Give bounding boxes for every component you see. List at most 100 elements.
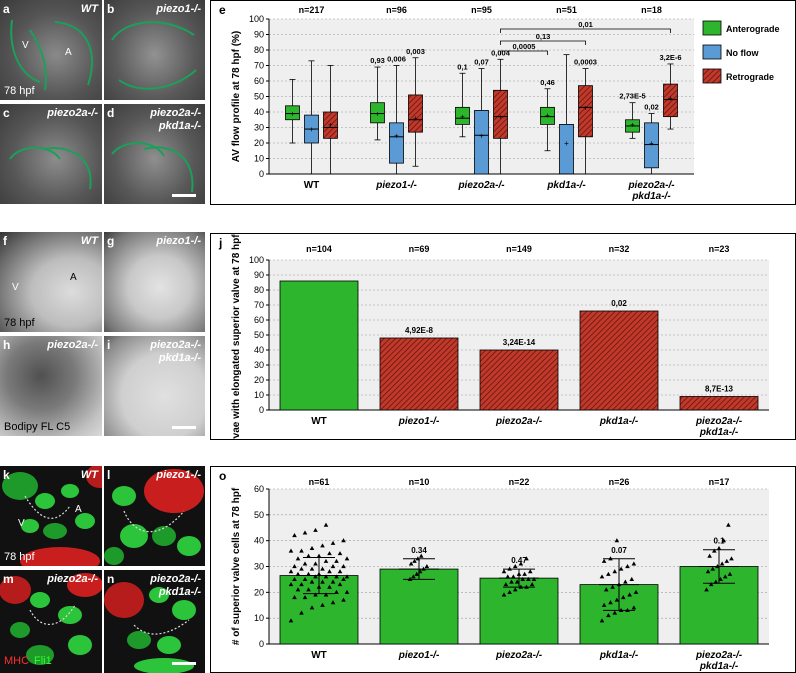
data-point — [295, 556, 301, 561]
x-tick-label: pkd1a-/- — [631, 191, 671, 202]
p-value: 0,02 — [644, 103, 659, 112]
panel-letter: o — [219, 469, 226, 483]
data-point — [529, 582, 535, 587]
micrograph-b: b piezo1-/- — [104, 0, 205, 100]
data-point — [330, 540, 336, 545]
data-point — [323, 558, 329, 563]
y-tick-label: 30 — [254, 562, 264, 572]
box-mean-marker: + — [309, 125, 314, 134]
data-point — [292, 564, 297, 569]
micrograph-g: g piezo1-/- — [104, 232, 205, 332]
data-point — [334, 574, 339, 579]
significance-bracket — [500, 28, 671, 33]
box-mean-marker: + — [668, 94, 673, 103]
data-point — [716, 545, 722, 551]
box — [285, 105, 300, 121]
x-tick-label: WT — [311, 650, 327, 661]
n-label: n=26 — [609, 477, 630, 487]
data-point — [309, 605, 315, 610]
n-label: n=104 — [306, 244, 332, 254]
micrograph-h: h piezo2a-/- Bodipy FL C5 — [0, 336, 102, 436]
panel-letter: e — [219, 3, 226, 17]
y-tick-label: 30 — [254, 360, 264, 370]
chart-e: 0 10 20 30 40 50 60 70 80 90 100 AV flow profile at… — [210, 0, 796, 205]
panel-letter: f — [3, 234, 7, 248]
data-point — [527, 569, 533, 574]
hpf-label: 78 hpf — [4, 551, 35, 563]
y-tick-label: 50 — [254, 92, 264, 102]
boxplot-svg: 0 10 20 30 40 50 60 70 80 90 100 AV flow profile at… — [219, 3, 780, 202]
panel-letter: l — [107, 468, 111, 482]
data-point — [313, 574, 318, 579]
data-point — [518, 561, 524, 566]
data-point — [334, 589, 339, 594]
x-tick-label: piezo1-/- — [375, 180, 417, 191]
scatter-bar-chart-svg: 0 10 20 30 40 50 60 # of superior valve cells a… — [219, 469, 769, 672]
data-point — [710, 566, 716, 571]
data-point — [418, 553, 424, 558]
y-tick-label: 100 — [249, 255, 264, 265]
genotype-label-2: pkd1a-/- — [158, 120, 201, 132]
panel-letter: b — [107, 2, 115, 16]
panel-letter: j — [218, 236, 222, 250]
data-point — [309, 545, 315, 551]
genotype-label: piezo2a-/- — [47, 339, 98, 351]
panel-letter: m — [3, 572, 14, 586]
panel-letter: n — [107, 572, 115, 586]
micrograph-f: f WT V A 78 hpf — [0, 232, 102, 332]
p-value: 0,006 — [387, 55, 406, 64]
data-point — [610, 584, 615, 589]
data-point — [606, 613, 611, 618]
data-point — [313, 592, 318, 597]
box — [474, 110, 489, 175]
genotype-label: WT — [80, 235, 98, 247]
box — [559, 124, 574, 175]
genotype-label: piezo2a-/- — [47, 573, 98, 585]
panel-letter: c — [3, 106, 10, 120]
micrograph-n: n piezo2a-/- pkd1a-/- — [104, 570, 205, 673]
ventricle-label: V — [22, 40, 29, 51]
significance-bracket — [500, 50, 548, 55]
data-point — [608, 600, 613, 605]
data-point — [633, 589, 639, 594]
p-value: 0.07 — [611, 546, 627, 555]
micrograph-i: i piezo2a-/- pkd1a-/- — [104, 336, 205, 436]
data-point — [299, 566, 304, 571]
x-tick-label: piezo1-/- — [398, 650, 440, 661]
box-mean-marker: + — [479, 131, 484, 140]
data-point — [505, 574, 511, 579]
data-point — [341, 597, 346, 602]
x-tick-label: piezo2a-/- — [495, 650, 543, 661]
data-point — [719, 561, 725, 566]
x-tick-label: piezo2a-/- — [695, 650, 743, 661]
data-point — [292, 533, 297, 538]
data-point — [330, 600, 336, 605]
data-point — [501, 592, 507, 597]
genotype-label: WT — [80, 469, 98, 481]
ventricle-label: V — [18, 518, 25, 529]
data-point — [713, 579, 719, 584]
p-value: 3,24E-14 — [503, 338, 536, 347]
x-tick-label: pkd1a-/- — [699, 427, 739, 438]
n-label: n=17 — [709, 477, 730, 487]
data-point — [323, 592, 329, 597]
data-point — [526, 576, 531, 582]
box-mean-marker: + — [290, 110, 295, 119]
data-point — [612, 610, 618, 615]
box — [644, 122, 659, 169]
data-point — [411, 574, 416, 579]
legend-swatch — [702, 44, 722, 60]
data-point — [514, 579, 520, 584]
micrograph-m: m piezo2a-/- MHC Fli1 — [0, 570, 102, 673]
genotype-label: piezo1-/- — [156, 3, 201, 15]
legend-swatch — [702, 68, 722, 84]
significance-bracket — [500, 40, 586, 45]
n-label: n=217 — [299, 5, 325, 15]
micrograph-d: d piezo2a-/- pkd1a-/- — [104, 104, 205, 204]
data-point — [306, 571, 311, 576]
bar — [479, 577, 559, 645]
data-point — [313, 561, 318, 566]
hpf-label: 78 hpf — [4, 85, 35, 97]
box-mean-marker: + — [649, 139, 654, 148]
n-label: n=96 — [386, 5, 407, 15]
